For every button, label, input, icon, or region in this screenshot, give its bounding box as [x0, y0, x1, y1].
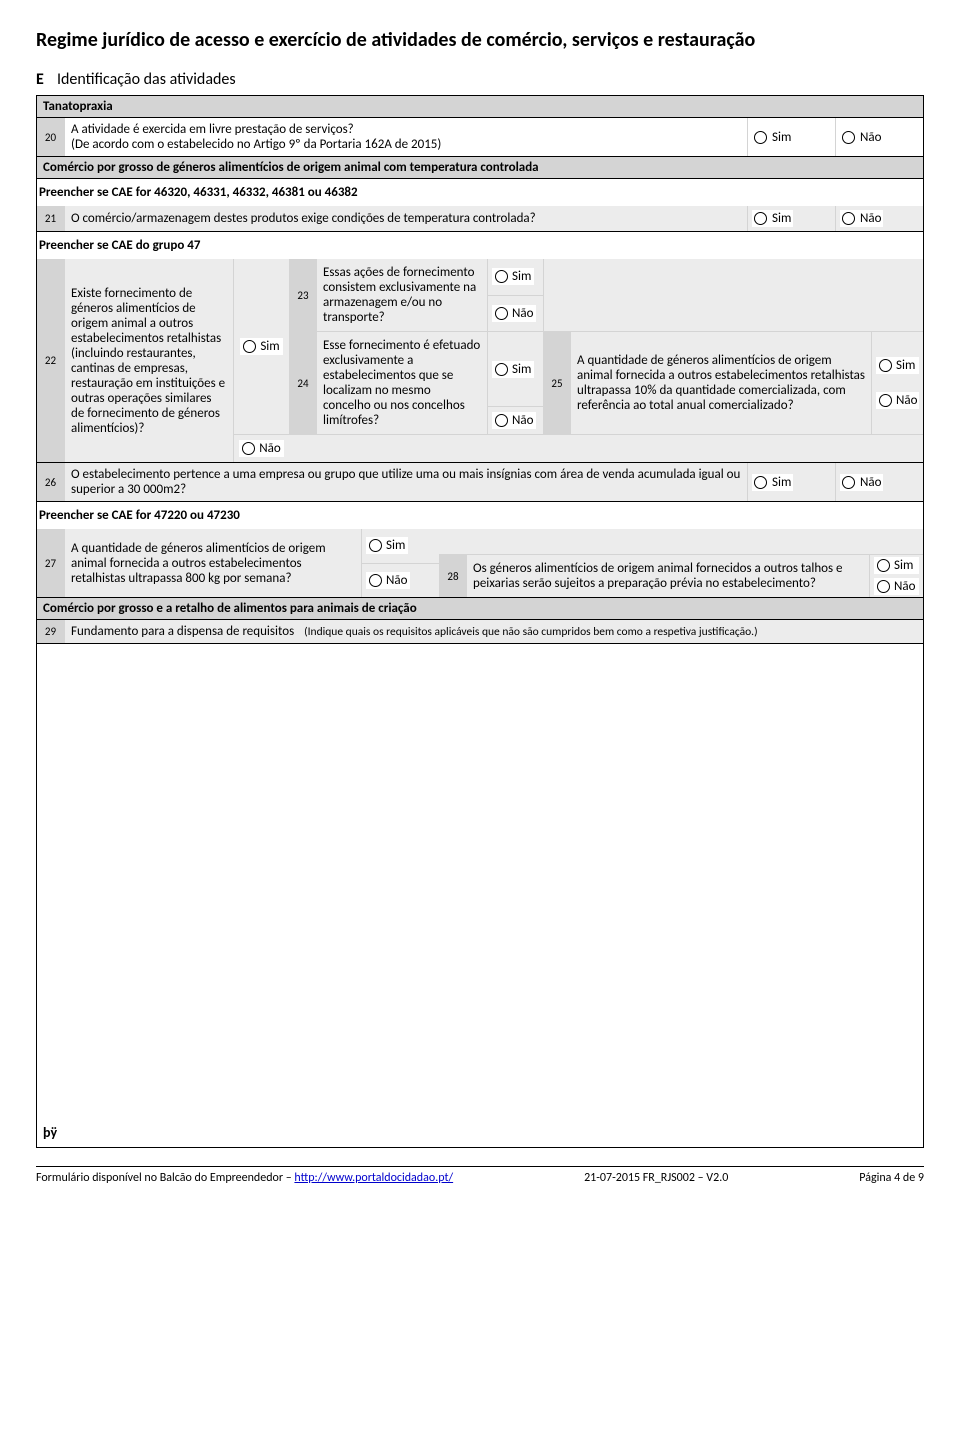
q25-sim-radio[interactable]: Sim: [876, 357, 919, 374]
q22-number: 22: [37, 259, 65, 462]
q28-number: 28: [439, 555, 467, 597]
q28-sim-radio[interactable]: Sim: [874, 557, 919, 574]
question-22-25-block: 22 Existe fornecimento de géneros alimen…: [36, 259, 924, 463]
q22-text: Existe fornecimento de géneros alimentíc…: [65, 259, 233, 462]
subheader-animais-criacao: Comércio por grosso e a retalho de alime…: [36, 598, 924, 620]
q20-text-a: A atividade é exercida em livre prestaçã…: [71, 122, 354, 137]
q29-number: 29: [37, 620, 65, 643]
radio-icon: [877, 559, 890, 572]
radio-icon: [754, 476, 767, 489]
q24-sim-radio[interactable]: Sim: [492, 361, 534, 378]
q20-text-b: (De acordo com o estabelecido no Artigo …: [71, 137, 441, 152]
radio-icon: [842, 476, 855, 489]
question-20-row: 20 A atividade é exercida em livre prest…: [36, 118, 924, 157]
q26-nao-radio[interactable]: Não: [840, 474, 883, 491]
q25-text: A quantidade de géneros alimentícios de …: [571, 332, 871, 434]
q27-nao-radio[interactable]: Não: [366, 572, 410, 589]
radio-icon: [369, 539, 382, 552]
q20-sim-radio[interactable]: Sim: [752, 129, 793, 146]
q21-nao-radio[interactable]: Não: [840, 210, 883, 227]
q28-text: Os géneros alimentícios de origem animal…: [467, 555, 869, 597]
note-cae-46320: Preencher se CAE for 46320, 46331, 46332…: [36, 179, 924, 206]
subheader-tanatopraxia: Tanatopraxia: [36, 95, 924, 118]
note-cae-47: Preencher se CAE do grupo 47: [36, 232, 924, 259]
q22-nao-radio[interactable]: Não: [239, 440, 283, 457]
placeholder-symbol: þÿ: [43, 1124, 57, 1141]
q25-number: 25: [543, 332, 571, 434]
footer-mid: 21-07-2015 FR_RJS002 – V2.0: [584, 1171, 728, 1185]
q25-nao-radio[interactable]: Não: [876, 392, 919, 409]
q22-sim-radio[interactable]: Sim: [240, 338, 282, 355]
q26-sim-radio[interactable]: Sim: [752, 474, 793, 491]
footer-page-number: Página 4 de 9: [859, 1171, 924, 1185]
q26-text: O estabelecimento pertence a uma empresa…: [65, 463, 747, 501]
q27-text: A quantidade de géneros alimentícios de …: [65, 529, 361, 597]
question-29-row: 29 Fundamento para a dispensa de requisi…: [36, 620, 924, 644]
q28-nao-radio[interactable]: Não: [874, 578, 919, 595]
question-26-row: 26 O estabelecimento pertence a uma empr…: [36, 463, 924, 502]
q29-hint: (Indique quais os requisitos aplicáveis …: [304, 625, 757, 639]
radio-icon: [495, 363, 508, 376]
q27-number: 27: [37, 529, 65, 597]
q23-number: 23: [289, 259, 317, 331]
section-header: E Identificação das atividades: [36, 70, 924, 89]
page-footer: Formulário disponível no Balcão do Empre…: [36, 1166, 924, 1185]
radio-icon: [243, 340, 256, 353]
radio-icon: [842, 212, 855, 225]
q24-nao-radio[interactable]: Não: [492, 412, 536, 429]
page-title: Regime jurídico de acesso e exercício de…: [36, 28, 924, 52]
section-letter: E: [36, 70, 54, 89]
question-21-row: 21 O comércio/armazenagem destes produto…: [36, 206, 924, 232]
q23-nao-radio[interactable]: Não: [492, 305, 536, 322]
q21-sim-radio[interactable]: Sim: [752, 210, 793, 227]
radio-icon: [842, 131, 855, 144]
q20-nao-radio[interactable]: Não: [840, 129, 883, 146]
radio-icon: [495, 414, 508, 427]
q23-text: Essas ações de fornecimento consistem ex…: [317, 259, 487, 331]
radio-icon: [495, 307, 508, 320]
q29-textarea[interactable]: þÿ: [36, 644, 924, 1148]
q23-sim-radio[interactable]: Sim: [492, 268, 534, 285]
q20-number: 20: [37, 118, 65, 156]
q21-text: O comércio/armazenagem destes produtos e…: [65, 206, 747, 231]
q26-number: 26: [37, 463, 65, 501]
q24-text: Esse fornecimento é efetuado exclusivame…: [317, 332, 487, 434]
radio-icon: [877, 580, 890, 593]
radio-icon: [369, 574, 382, 587]
q24-number: 24: [289, 332, 317, 434]
radio-icon: [495, 270, 508, 283]
radio-icon: [879, 359, 892, 372]
question-27-28-block: 27 A quantidade de géneros alimentícios …: [36, 529, 924, 598]
q21-number: 21: [37, 206, 65, 231]
q27-sim-radio[interactable]: Sim: [366, 537, 408, 554]
subheader-comercio-grosso: Comércio por grosso de géneros alimentíc…: [36, 157, 924, 179]
radio-icon: [879, 394, 892, 407]
radio-icon: [242, 442, 255, 455]
footer-link[interactable]: http://www.portaldocidadao.pt/: [294, 1171, 453, 1185]
radio-icon: [754, 212, 767, 225]
section-title: Identificação das atividades: [57, 70, 236, 89]
q29-label: Fundamento para a dispensa de requisitos: [71, 624, 294, 639]
note-cae-47220: Preencher se CAE for 47220 ou 47230: [36, 502, 924, 529]
radio-icon: [754, 131, 767, 144]
footer-left-text: Formulário disponível no Balcão do Empre…: [36, 1171, 294, 1185]
